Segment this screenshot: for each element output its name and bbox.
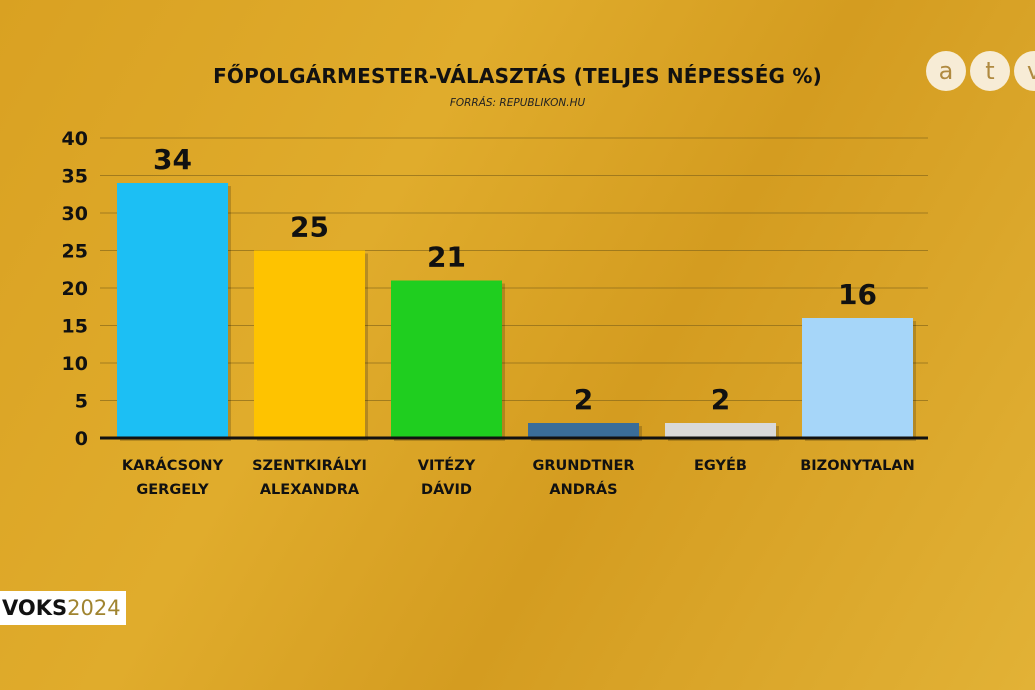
x-tick-label: BIZONYTALAN (800, 458, 915, 474)
logo-letter: v (1014, 51, 1035, 91)
y-tick-label: 40 (62, 128, 88, 150)
chart-source: FORRÁS: REPUBLIKON.HU (449, 97, 586, 109)
x-tick-label: EGYÉB (694, 457, 747, 474)
bar (802, 318, 913, 438)
x-tick-label: GERGELY (136, 482, 209, 498)
y-tick-label: 10 (62, 353, 88, 375)
x-tick-label: DÁVID (421, 481, 472, 498)
data-label: 2 (574, 383, 593, 416)
y-tick-label: 5 (75, 391, 88, 413)
logo-letter: t (970, 51, 1010, 91)
bar (391, 280, 502, 438)
chart-title: FŐPOLGÁRMESTER-VÁLASZTÁS (TELJES NÉPESSÉ… (213, 64, 822, 88)
show-badge: VOKS 2024 (0, 591, 126, 625)
bar (528, 423, 639, 438)
data-label: 2 (711, 383, 730, 416)
data-label: 21 (427, 241, 466, 274)
bar (254, 250, 365, 438)
show-year: 2024 (67, 596, 121, 620)
x-tick-label: SZENTKIRÁLYI (252, 457, 367, 474)
y-tick-label: 20 (62, 278, 88, 300)
y-tick-label: 15 (62, 316, 88, 338)
bar (117, 183, 228, 438)
x-tick-label: ALEXANDRA (260, 482, 360, 498)
y-tick-label: 0 (75, 428, 88, 450)
y-tick-label: 25 (62, 241, 88, 263)
show-name: VOKS (2, 596, 68, 620)
x-tick-label: VITÉZY (418, 457, 476, 474)
logo-letter: a (926, 51, 966, 91)
atv-logo: a t v (926, 51, 1035, 91)
bar (665, 423, 776, 438)
x-tick-label: ANDRÁS (549, 481, 617, 498)
y-tick-label: 30 (62, 203, 88, 225)
data-label: 16 (838, 278, 877, 311)
y-tick-label: 35 (62, 166, 88, 188)
data-label: 34 (153, 143, 192, 176)
x-tick-label: KARÁCSONY (122, 457, 224, 474)
x-tick-label: GRUNDTNER (532, 458, 634, 474)
data-label: 25 (290, 211, 329, 244)
